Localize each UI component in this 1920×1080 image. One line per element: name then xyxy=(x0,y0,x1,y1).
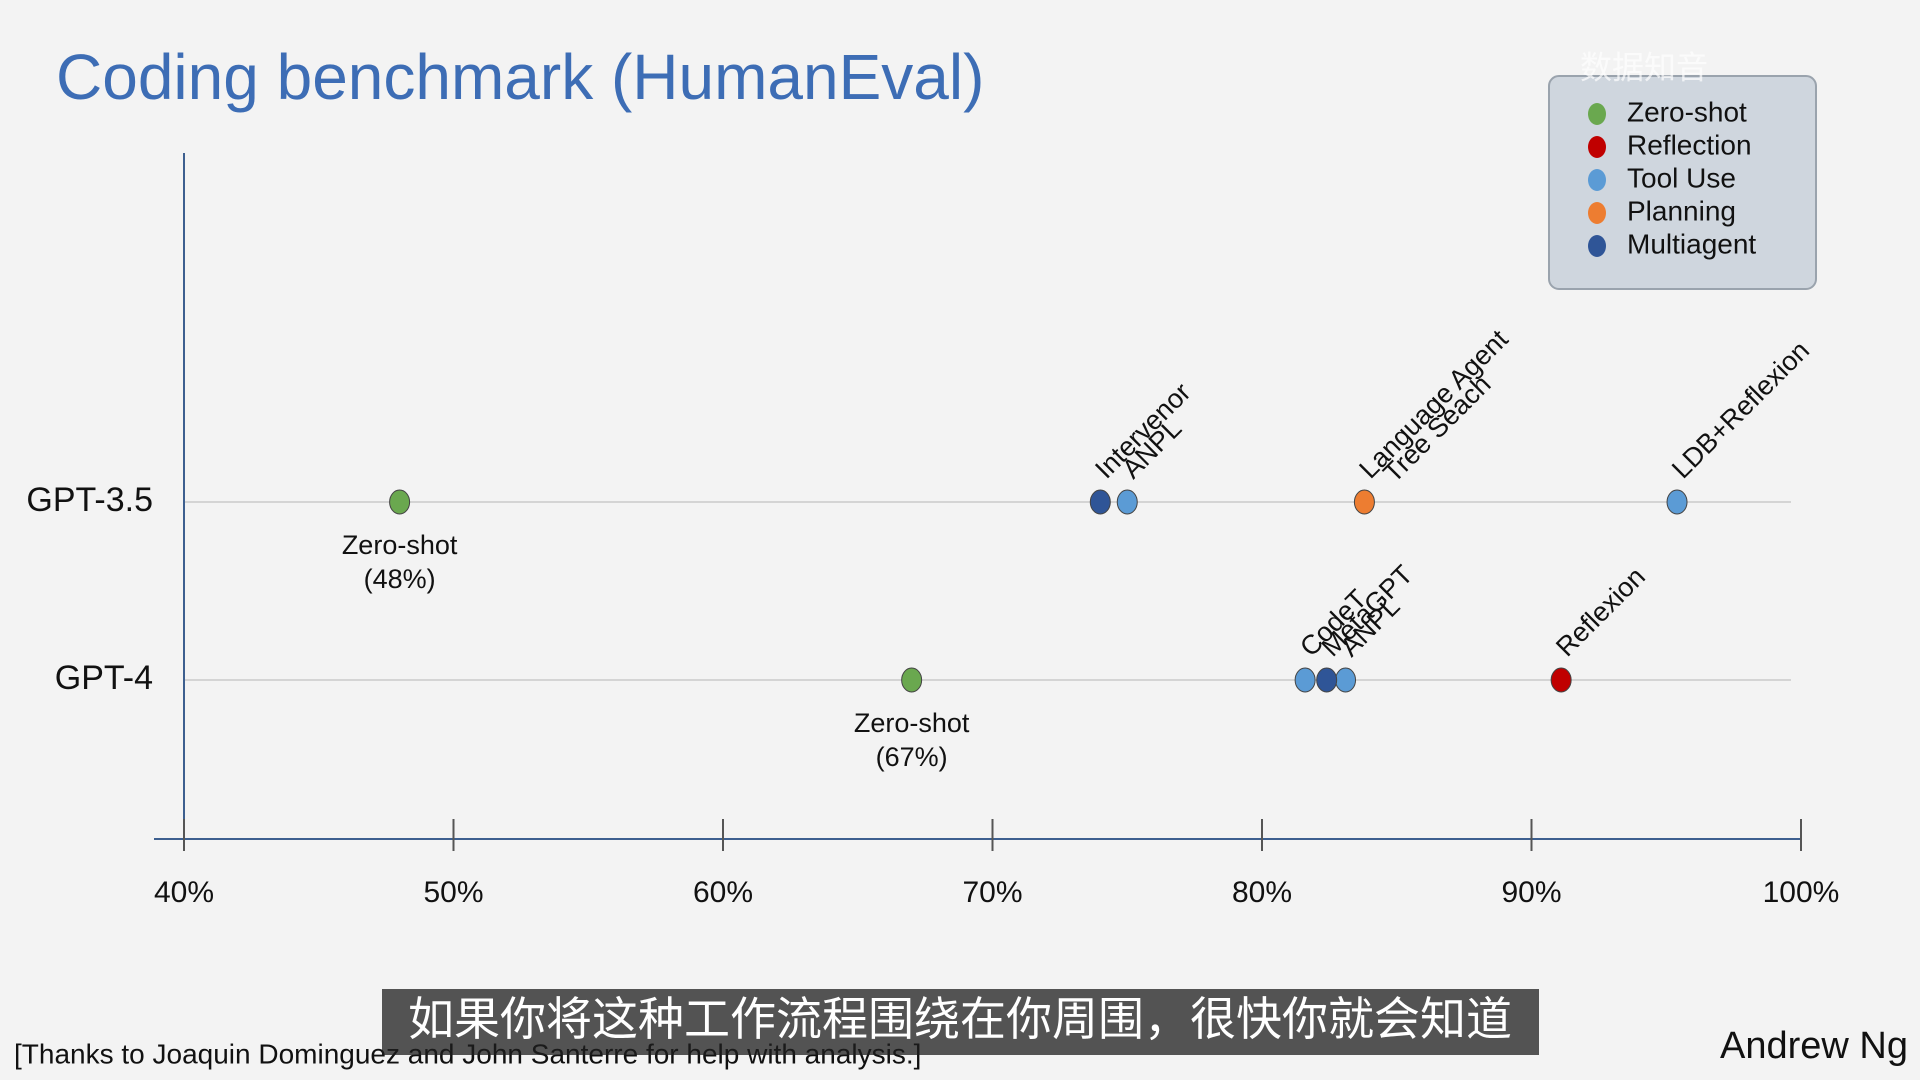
data-point xyxy=(1294,667,1316,693)
legend-marker xyxy=(1588,235,1606,257)
data-point xyxy=(1353,489,1375,515)
legend-marker xyxy=(1588,136,1606,158)
legend-label: Planning xyxy=(1627,195,1736,226)
legend-label: Multiagent xyxy=(1627,228,1756,259)
legend-label: Zero-shot xyxy=(1627,96,1747,127)
legend-marker xyxy=(1588,169,1606,191)
data-point xyxy=(1116,489,1138,515)
value-label: (48%) xyxy=(364,564,436,594)
x-tick-label: 50% xyxy=(423,876,483,909)
legend-marker xyxy=(1588,103,1606,125)
point-label: Zero-shot xyxy=(854,708,970,738)
subtitle-box xyxy=(382,989,1539,1055)
legend-box xyxy=(1548,75,1817,290)
data-point xyxy=(1335,667,1357,693)
subtitle: 如果你将这种工作流程围绕在你周围，很快你就会知道 xyxy=(408,993,1512,1045)
data-point xyxy=(1316,667,1338,693)
x-tick-label: 40% xyxy=(154,876,214,909)
row-label: GPT-3.5 xyxy=(26,481,153,519)
data-point xyxy=(901,667,923,693)
x-tick-label: 80% xyxy=(1232,876,1292,909)
x-tick-label: 90% xyxy=(1501,876,1561,909)
data-point xyxy=(1666,489,1688,515)
x-tick-label: 60% xyxy=(693,876,753,909)
author: Andrew Ng xyxy=(1720,1025,1908,1067)
chart-title: Coding benchmark (HumanEval) xyxy=(56,41,984,113)
x-tick-label: 100% xyxy=(1763,876,1840,909)
value-label: (67%) xyxy=(876,742,948,772)
legend-marker xyxy=(1588,202,1606,224)
row-label: GPT-4 xyxy=(55,659,153,697)
x-tick-label: 70% xyxy=(962,876,1022,909)
data-point xyxy=(1550,667,1572,693)
legend-label: Tool Use xyxy=(1627,162,1736,193)
data-point xyxy=(1089,489,1111,515)
point-label: Zero-shot xyxy=(342,530,458,560)
data-point xyxy=(389,489,411,515)
legend-label: Reflection xyxy=(1627,129,1752,160)
watermark: 数据知音 xyxy=(1580,49,1708,85)
